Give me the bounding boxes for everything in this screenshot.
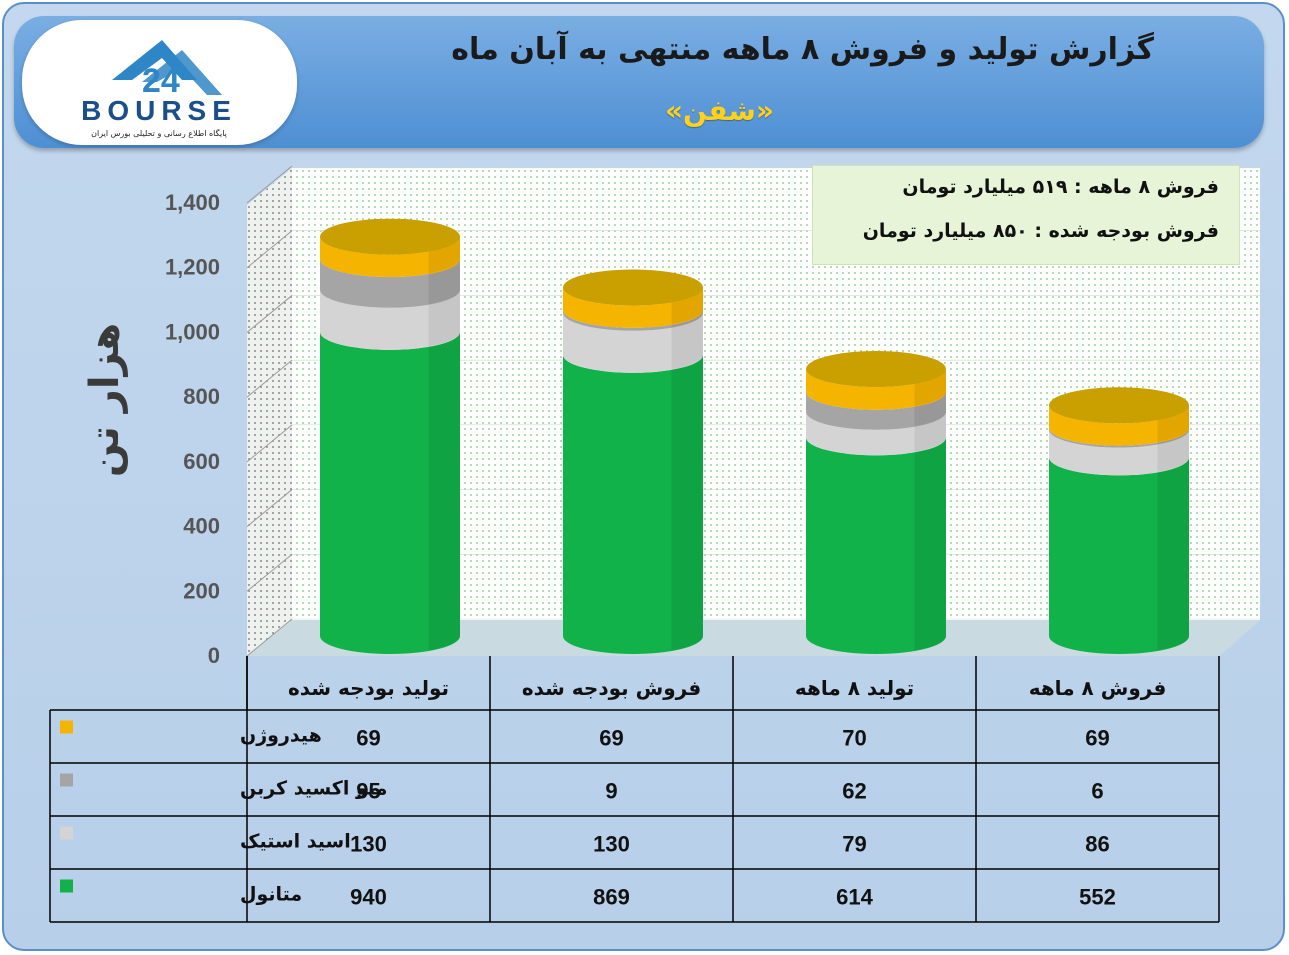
- category-label: فروش بودجه شده: [522, 676, 701, 700]
- info-line-1: فروش ۸ ماهه : ۵۱۹ میلیارد تومان: [902, 176, 1219, 198]
- category-label: تولید ۸ ماهه: [795, 676, 914, 700]
- table-cell: 940: [350, 885, 387, 910]
- table-cell: 552: [1079, 885, 1116, 910]
- table-cell: 869: [593, 885, 630, 910]
- bar-segment-shade: [671, 287, 703, 325]
- y-tick-label: 0: [208, 643, 220, 668]
- bar-segment-co: [563, 309, 703, 331]
- bar-segment-acetic: [1049, 429, 1189, 476]
- info-line-2: فروش بودجه شده : ۸۵۰ میلیارد تومان: [862, 220, 1219, 242]
- y-tick-label: 1,200: [165, 255, 220, 280]
- bar-segment-hydrogen: [563, 287, 703, 328]
- svg-text:24: 24: [142, 62, 180, 100]
- table-cell: 69: [356, 726, 380, 751]
- y-tick-label: 400: [183, 514, 220, 539]
- bar-segment-co: [320, 259, 460, 308]
- gridline-side: [246, 618, 293, 657]
- table-cell: 86: [1085, 832, 1109, 857]
- page-title: گزارش تولید و فروش ۸ ماهه منتهی به آبان …: [451, 32, 1154, 67]
- bar-segment-shade: [671, 354, 703, 651]
- y-tick-label: 800: [183, 384, 220, 409]
- legend-label: اسید استیک: [240, 831, 351, 853]
- bar-segment-hydrogen: [806, 369, 946, 410]
- bar-segment-hydrogen: [1049, 405, 1189, 446]
- bar-segment-shade: [1157, 405, 1189, 443]
- bar-group: [563, 269, 703, 654]
- bar-segment-acetic: [320, 289, 460, 350]
- bar-segment-acetic: [563, 312, 703, 373]
- gridline-side: [246, 489, 293, 527]
- y-tick-label: 600: [183, 449, 220, 474]
- bar-segment-shade: [671, 312, 703, 370]
- table-row: اسید استیک 130 130 79 86: [60, 826, 1110, 857]
- bar-group: [806, 351, 946, 654]
- bar-group: [320, 218, 460, 654]
- bar-segment-methanol: [1049, 457, 1189, 654]
- y-axis-label: هزار تن: [82, 323, 128, 477]
- table-cell: 69: [1085, 726, 1109, 751]
- category-label: تولید بودجه شده: [288, 676, 449, 700]
- bourse-logo: 24 BOURSE پایگاه اطلاع رسانی و تحلیلی بو…: [22, 20, 297, 145]
- plot-background: [247, 168, 1260, 656]
- table-cell: 62: [842, 779, 866, 804]
- table-cell: 130: [593, 832, 630, 857]
- gridline-side: [246, 230, 293, 269]
- page-subtitle: «شفن»: [664, 94, 774, 127]
- bar-segment-hydrogen: [320, 236, 460, 278]
- gridline-side: [246, 295, 293, 333]
- data-table: تولید بودجه شده فروش بودجه شده تولید ۸ ماه…: [49, 656, 1220, 923]
- table-row: هیدروژن 69 69 70 69: [60, 720, 1110, 751]
- y-axis-ticks: 0 200 400 600 800 1,000 1,200 1,400: [165, 190, 220, 668]
- bar-segment-shade: [914, 369, 946, 407]
- y-tick-label: 1,000: [165, 319, 220, 344]
- gridline-side: [246, 424, 293, 463]
- svg-text:پایگاه اطلاع رسانی و تحلیلی بو: پایگاه اطلاع رسانی و تحلیلی بورس ایران: [91, 128, 227, 138]
- legend-label: هیدروژن: [240, 725, 322, 747]
- bar-top-cap: [1049, 387, 1189, 424]
- legend-swatch: [60, 879, 73, 893]
- bar-segment-shade: [914, 411, 946, 452]
- category-label: فروش ۸ ماهه: [1029, 676, 1167, 700]
- bar-top-cap: [320, 218, 460, 255]
- table-cell: 95: [356, 779, 380, 804]
- legend-swatch: [60, 773, 73, 787]
- bar-segment-methanol: [320, 331, 460, 654]
- table-cell: 614: [836, 885, 873, 910]
- y-tick-label: 1,400: [165, 190, 220, 215]
- table-cell: 9: [605, 779, 617, 804]
- legend-label: منو اکسید کربن: [240, 778, 387, 800]
- legend-swatch: [60, 720, 73, 734]
- bar-segment-methanol: [806, 437, 946, 654]
- table-cell: 69: [599, 726, 623, 751]
- gridline-side: [246, 553, 293, 592]
- svg-text:BOURSE: BOURSE: [81, 95, 237, 126]
- legend-swatch: [60, 826, 73, 840]
- gridline-side: [246, 359, 293, 398]
- bar-segment-shade: [914, 391, 946, 427]
- bar-top-cap: [806, 351, 946, 388]
- bar-segment-shade: [428, 331, 460, 651]
- gridline-side: [246, 165, 293, 204]
- table-cell: 6: [1091, 779, 1103, 804]
- table-cell: 70: [842, 726, 866, 751]
- bar-segment-shade: [428, 289, 460, 347]
- bars: [320, 218, 1189, 654]
- bar-segment-shade: [914, 437, 946, 651]
- table-row: متانول 940 869 614 552: [60, 879, 1116, 910]
- sales-info-box: فروش ۸ ماهه : ۵۱۹ میلیارد تومان فروش بود…: [812, 165, 1240, 265]
- bar-segment-methanol: [563, 354, 703, 654]
- bar-top-cap: [563, 269, 703, 306]
- bar-segment-shade: [1157, 457, 1189, 651]
- bar-segment-shade: [1157, 429, 1189, 472]
- table-cell: 79: [842, 832, 866, 857]
- bar-segment-acetic: [806, 411, 946, 456]
- y-tick-label: 200: [183, 578, 220, 603]
- bar-segment-co: [806, 391, 946, 430]
- legend-label: متانول: [240, 884, 302, 906]
- table-cell: 130: [350, 832, 387, 857]
- bar-group: [1049, 387, 1189, 654]
- bar-segment-shade: [428, 236, 460, 274]
